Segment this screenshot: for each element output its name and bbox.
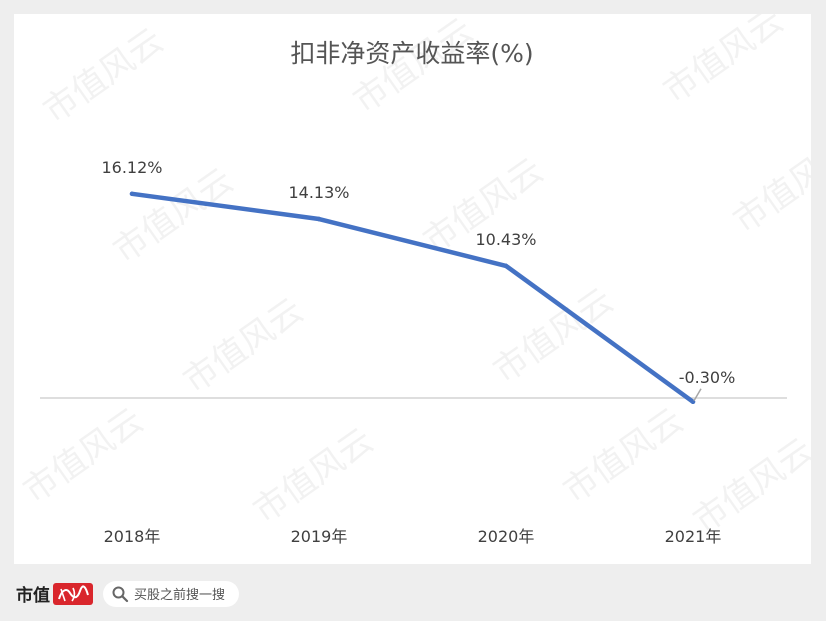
data-point-1 xyxy=(129,191,135,197)
brand-seal-logo xyxy=(53,582,93,605)
brand-text: 市值 xyxy=(16,586,50,606)
watermark-text-7: 市值风云 xyxy=(176,291,310,402)
watermark-text-11: 市值风云 xyxy=(556,401,690,512)
magnifier-icon xyxy=(111,585,129,603)
data-label-2: 14.13% xyxy=(288,183,349,202)
x-tick-label-1: 2018年 xyxy=(104,527,161,546)
series-layer xyxy=(129,191,696,405)
watermark-text-1: 市值风云 xyxy=(36,21,170,132)
data-point-3 xyxy=(503,263,509,269)
watermark-text-4: 市值风云 xyxy=(106,161,240,272)
data-label-leader-4 xyxy=(693,388,702,402)
x-tick-label-4: 2021年 xyxy=(665,527,722,546)
x-axis-ticks: 2018年 2019年 2020年 2021年 xyxy=(104,527,722,546)
watermark-text-3: 市值风云 xyxy=(656,14,790,111)
series-line-segment-2 xyxy=(316,216,509,269)
brand-logo: 市值 xyxy=(16,581,93,606)
search-box[interactable]: 买股之前搜一搜 xyxy=(103,580,240,607)
x-tick-label-2: 2019年 xyxy=(291,527,348,546)
watermark-text-10: 市值风云 xyxy=(246,421,380,532)
chart-card: 市值风云 市值风云 市值风云 市值风云 市值风云 市值风云 市值风云 市值风云 市值风云 市值风云… xyxy=(14,14,811,564)
x-tick-label-3: 2020年 xyxy=(478,527,535,546)
data-label-1: 16.12% xyxy=(101,158,162,177)
watermark-text-12: 市值风云 xyxy=(686,431,811,542)
data-label-3: 10.43% xyxy=(475,230,536,249)
data-labels: 16.12% 14.13% 10.43% -0.30% xyxy=(101,158,736,402)
chart-title: 扣非净资产收益率(%) xyxy=(290,39,533,68)
data-point-2 xyxy=(316,216,322,222)
search-placeholder: 买股之前搜一搜 xyxy=(134,588,226,603)
series-line-segment-1 xyxy=(129,191,322,222)
watermark-text-6: 市值风云 xyxy=(726,131,811,242)
data-label-4: -0.30% xyxy=(679,368,736,387)
series-line-segment-3 xyxy=(503,263,696,405)
footer-bar: 市值 买股之前搜一搜 xyxy=(0,566,826,621)
watermark-text-9: 市值风云 xyxy=(16,401,150,512)
